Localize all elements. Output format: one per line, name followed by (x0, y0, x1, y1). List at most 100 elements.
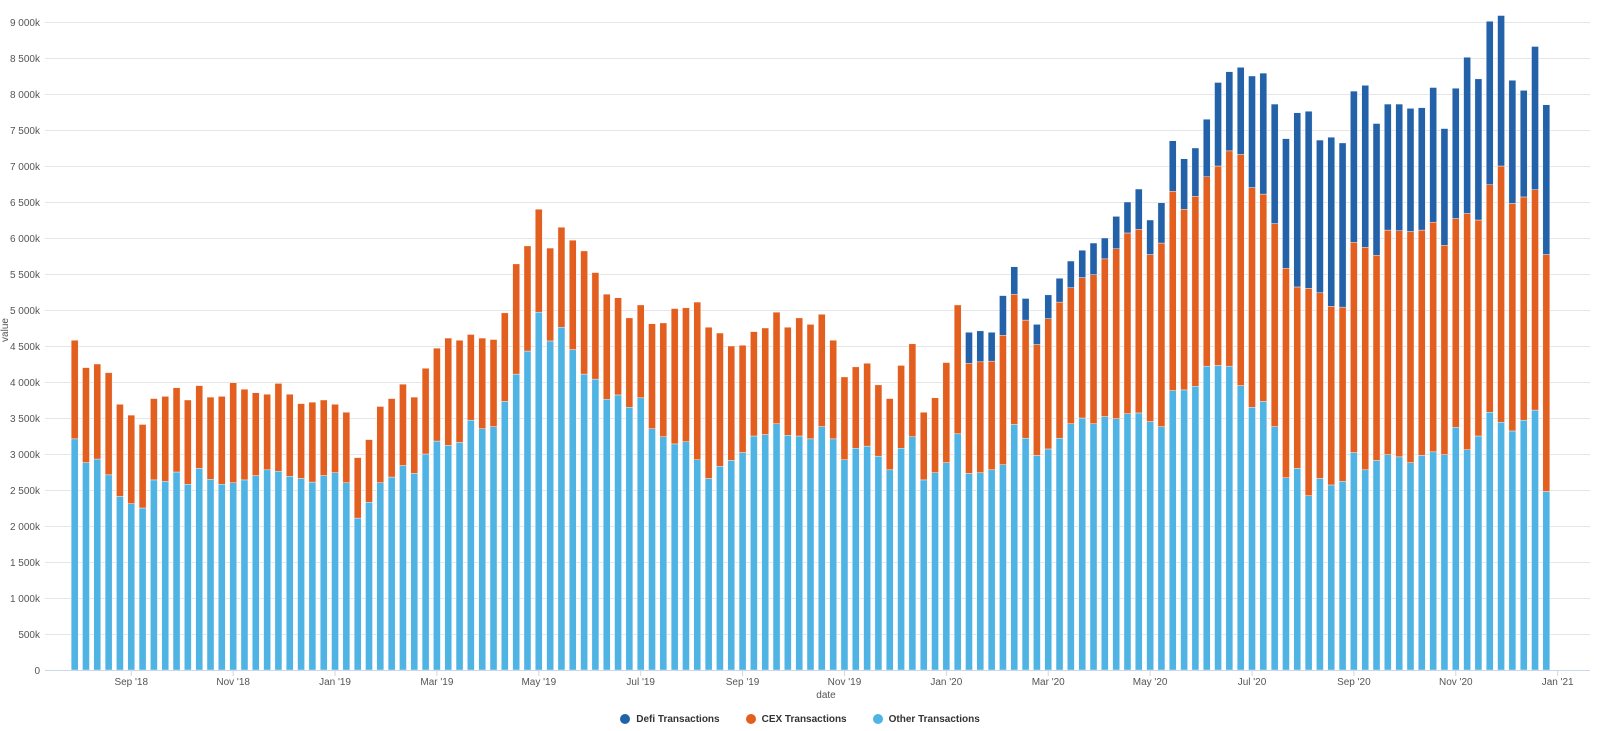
bar-other-transactions (1101, 416, 1109, 671)
bar-other-transactions (648, 428, 656, 671)
bar-cex-transactions (172, 387, 181, 473)
bar-cex-transactions (976, 361, 985, 473)
x-tick-label: Jul '20 (1238, 677, 1267, 688)
legend-swatch (745, 714, 756, 724)
bar-defi-transactions (987, 332, 996, 362)
bar-other-transactions (206, 479, 215, 671)
y-tick-label: 500k (18, 630, 41, 641)
bar-defi-transactions (1123, 201, 1132, 234)
bar-defi-transactions (1248, 75, 1256, 188)
bar-cex-transactions (772, 311, 781, 424)
bar-other-transactions (1531, 409, 1539, 671)
bar-defi-transactions (1157, 202, 1166, 244)
bar-other-transactions (1248, 407, 1256, 671)
bar-other-transactions (886, 469, 894, 671)
bar-other-transactions (999, 464, 1007, 671)
bar-cex-transactions (1214, 165, 1222, 366)
legend-item[interactable]: Defi Transactions (620, 710, 720, 728)
bar-cex-transactions (127, 414, 135, 504)
bar-cex-transactions (682, 307, 690, 442)
bar-cex-transactions (1248, 187, 1256, 408)
bar-other-transactions (1214, 365, 1222, 671)
bar-other-transactions (784, 435, 792, 671)
y-tick-label: 2 500k (10, 486, 41, 497)
bar-cex-transactions (603, 293, 611, 400)
bar-defi-transactions (1440, 128, 1449, 246)
bar-cex-transactions (874, 384, 883, 457)
bar-cex-transactions (965, 363, 973, 474)
bar-other-transactions (1203, 365, 1211, 671)
bar-other-transactions (761, 434, 769, 671)
bar-cex-transactions (1418, 229, 1426, 456)
bar-cex-transactions (1338, 306, 1347, 482)
bar-defi-transactions (1135, 188, 1143, 230)
bar-other-transactions (1440, 454, 1449, 671)
bar-other-transactions (693, 459, 702, 671)
bar-cex-transactions (636, 304, 645, 399)
y-tick-label: 5 500k (10, 270, 41, 281)
bar-cex-transactions (331, 404, 339, 473)
bar-cex-transactions (1429, 221, 1437, 453)
bar-other-transactions (365, 502, 373, 671)
bar-cex-transactions (195, 385, 203, 469)
bar-cex-transactions (1203, 176, 1211, 367)
y-tick-label: 2 000k (10, 522, 41, 533)
y-tick-label: 1 000k (10, 594, 41, 605)
bar-cex-transactions (591, 272, 600, 380)
y-tick-label: 0 (34, 666, 40, 677)
bar-defi-transactions (1078, 250, 1086, 278)
bar-other-transactions (716, 466, 724, 671)
bar-other-transactions (252, 475, 260, 671)
bar-other-transactions (104, 474, 113, 671)
y-tick-label: 9 000k (10, 18, 41, 29)
bar-other-transactions (1180, 389, 1188, 671)
legend-item[interactable]: CEX Transactions (745, 710, 847, 728)
bar-other-transactions (874, 455, 883, 671)
x-tick-label: Mar '20 (1032, 677, 1065, 688)
bar-cex-transactions (535, 208, 543, 313)
bar-cex-transactions (1112, 248, 1120, 419)
bar-cex-transactions (1044, 318, 1052, 450)
bar-other-transactions (976, 472, 985, 671)
x-tick-label: Jan '20 (930, 677, 962, 688)
bar-cex-transactions (342, 412, 351, 483)
bar-cex-transactions (1395, 230, 1403, 458)
bar-other-transactions (1089, 423, 1098, 671)
bar-cex-transactions (987, 360, 996, 471)
x-tick-label: Nov '18 (216, 677, 250, 688)
bar-cex-transactions (1146, 254, 1154, 422)
bar-cex-transactions (659, 322, 668, 437)
bar-cex-transactions (138, 424, 147, 509)
bar-defi-transactions (1395, 103, 1403, 232)
bar-cex-transactions (1089, 274, 1098, 424)
bar-cex-transactions (161, 396, 169, 482)
bar-other-transactions (1395, 456, 1403, 671)
x-tick-label: Nov '20 (1439, 677, 1473, 688)
bar-other-transactions (1146, 421, 1154, 671)
bar-cex-transactions (501, 312, 509, 402)
bar-cex-transactions (1270, 223, 1279, 427)
bar-cex-transactions (1282, 268, 1290, 478)
bar-cex-transactions (818, 314, 826, 427)
bar-other-transactions (1055, 437, 1064, 671)
bar-cex-transactions (70, 340, 79, 440)
bar-cex-transactions (920, 412, 928, 481)
bar-other-transactions (93, 458, 102, 671)
bar-other-transactions (184, 484, 192, 671)
bar-defi-transactions (976, 330, 985, 363)
legend-swatch (872, 714, 883, 724)
bar-defi-transactions (1293, 112, 1302, 288)
bar-defi-transactions (1372, 123, 1381, 256)
bar-other-transactions (1270, 426, 1279, 671)
bars (70, 15, 1551, 671)
bar-other-transactions (591, 378, 600, 671)
bar-defi-transactions (1169, 140, 1177, 192)
bar-other-transactions (286, 476, 294, 671)
bar-other-transactions (535, 311, 543, 671)
bar-cex-transactions (863, 363, 871, 447)
legend-item[interactable]: Other Transactions (872, 710, 980, 728)
bar-cex-transactions (1010, 293, 1018, 425)
bar-defi-transactions (1033, 324, 1041, 345)
y-tick-label: 8 000k (10, 90, 41, 101)
x-axis-ticks: Sep '18 Nov '18 Jan '19 Mar '19 May '19 Jul '… (114, 670, 1574, 688)
